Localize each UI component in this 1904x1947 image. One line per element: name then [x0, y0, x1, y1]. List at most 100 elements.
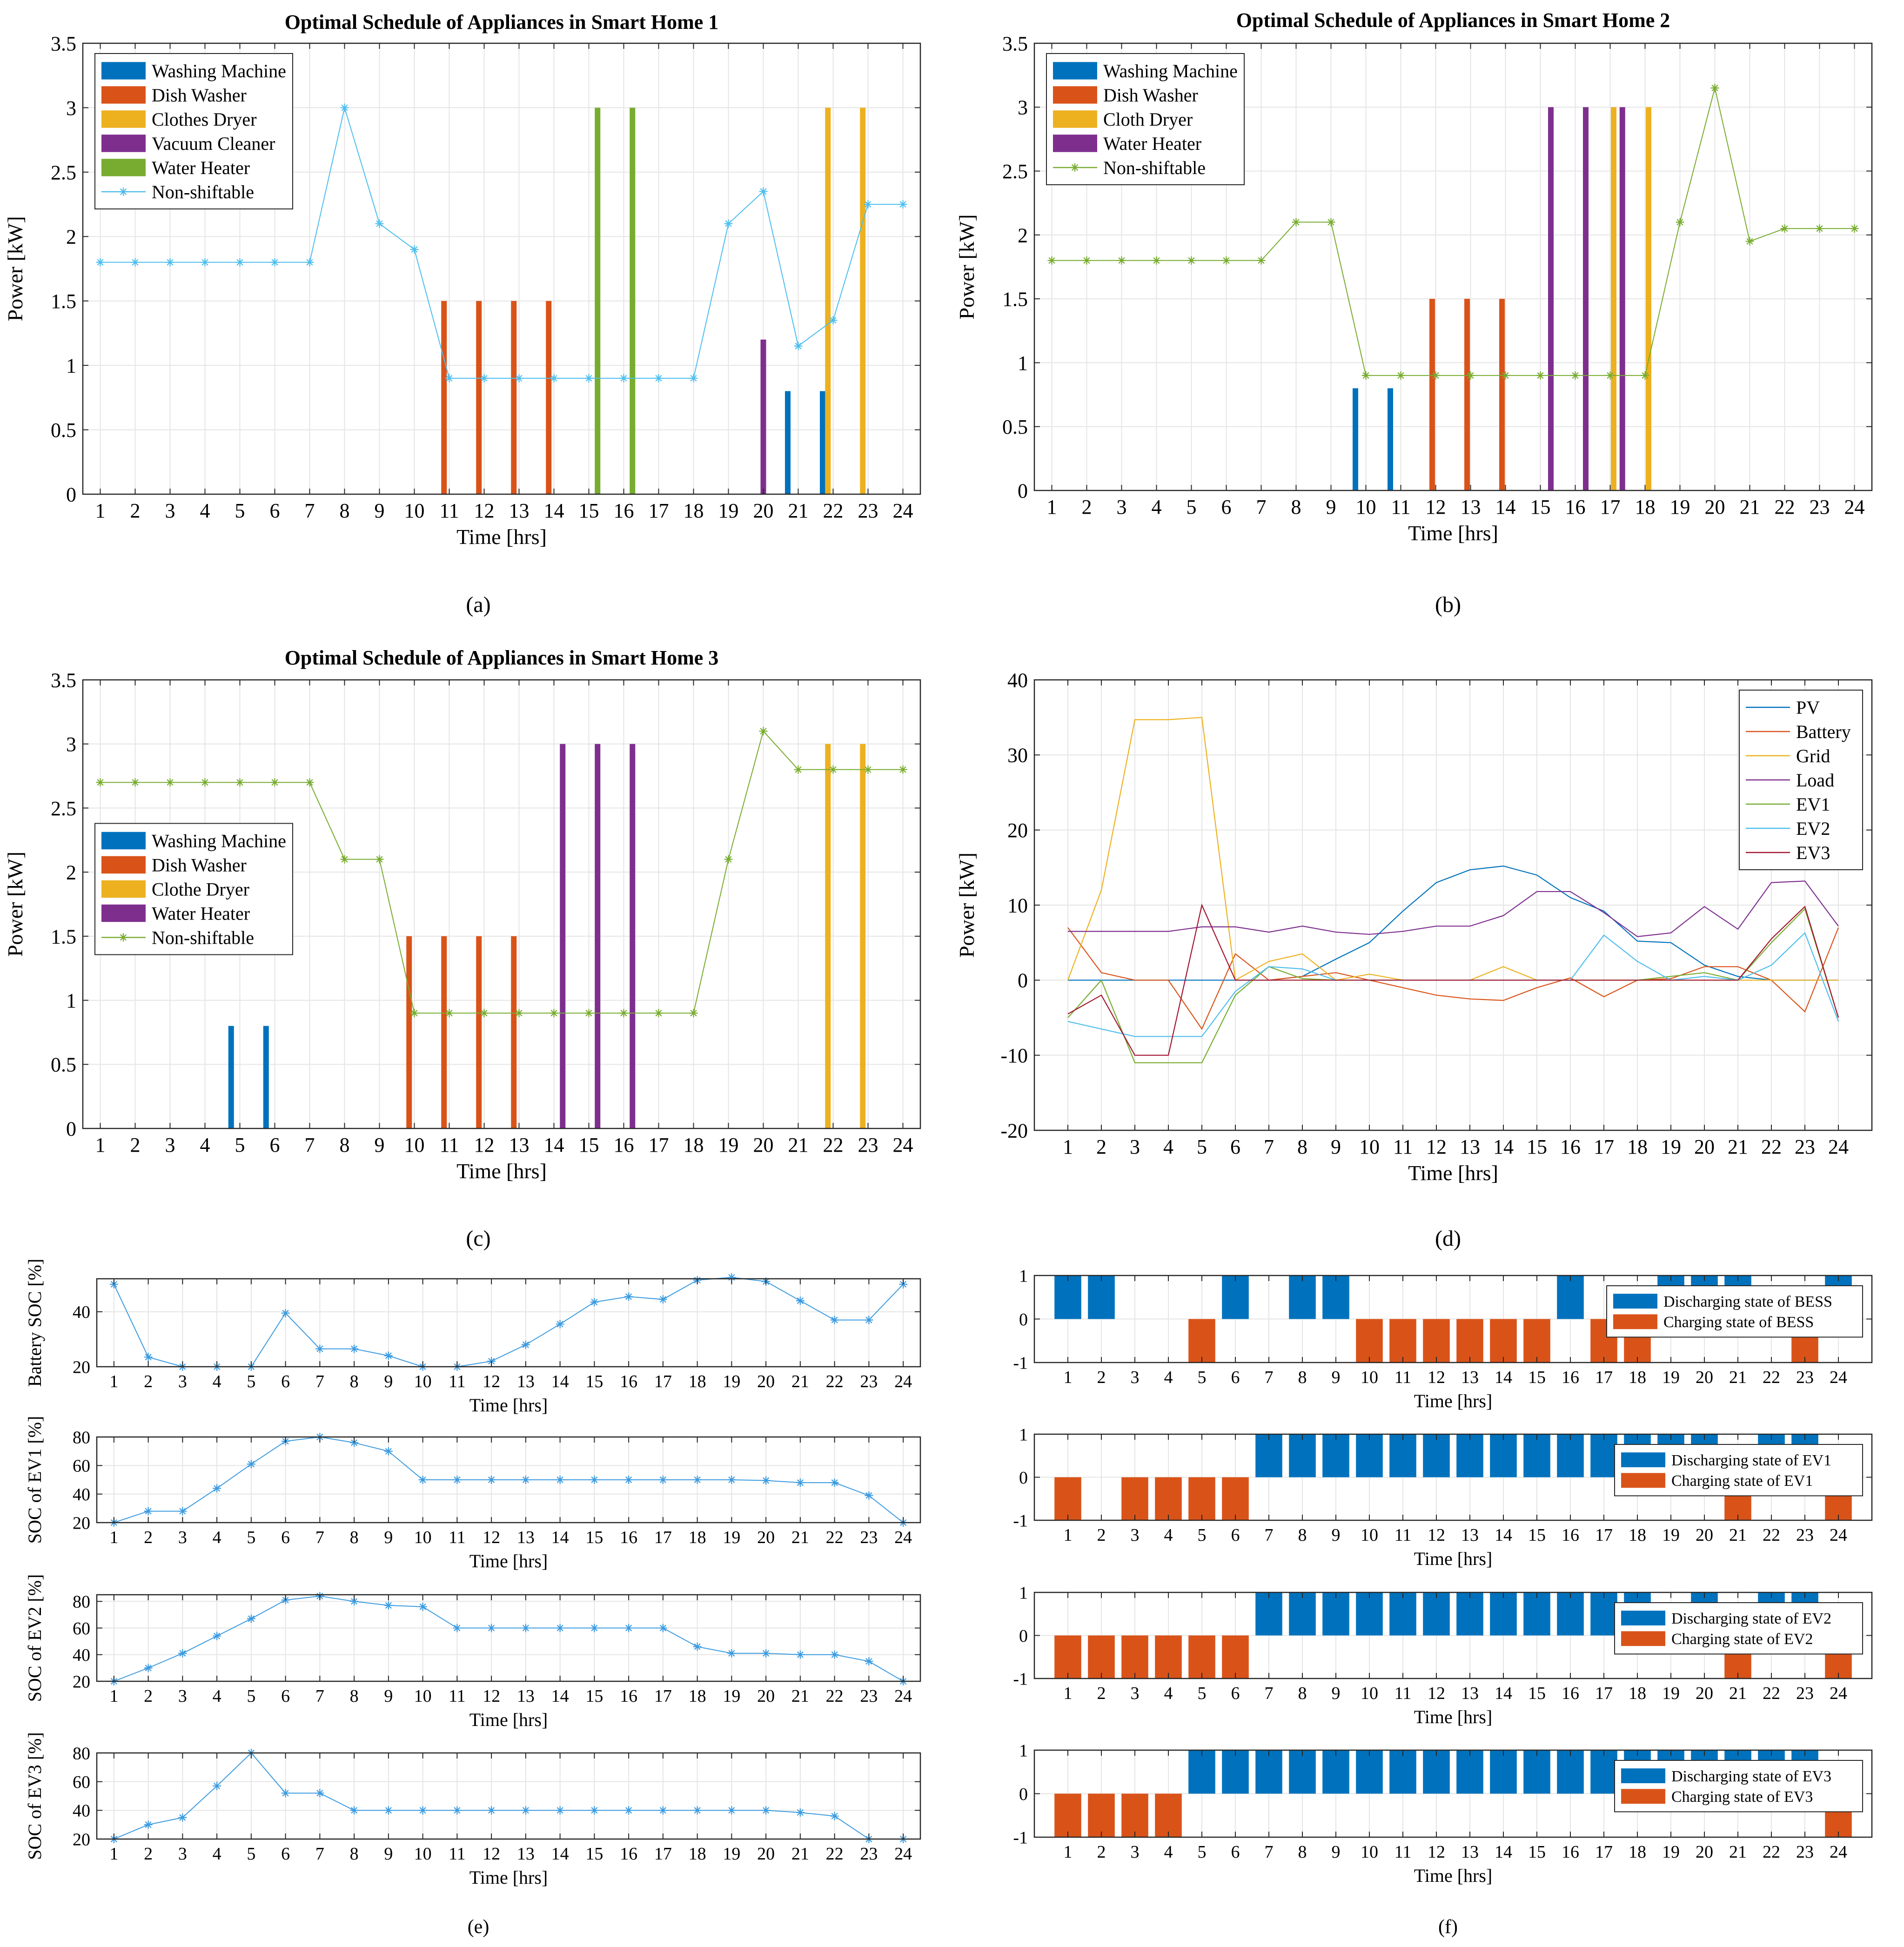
x-tick-label: 7	[305, 499, 315, 522]
x-tick-label: 3	[178, 1686, 187, 1706]
legend-swatch	[101, 856, 146, 874]
x-tick-label: 12	[483, 1528, 500, 1547]
legend-item: Discharging state of BESS	[1613, 1293, 1832, 1310]
x-tick-label: 2	[144, 1844, 153, 1864]
series-line	[100, 106, 903, 379]
data-point-marker	[454, 1807, 461, 1814]
series-line	[1068, 880, 1839, 937]
x-tick-label: 20	[753, 1134, 774, 1156]
data-point-marker	[830, 317, 837, 324]
x-tick-label: 1	[95, 1134, 106, 1156]
legend-item: Washing Machine	[101, 830, 286, 851]
data-point-marker	[481, 375, 488, 382]
data-point-marker	[620, 375, 627, 382]
x-tick-label: 6	[281, 1686, 290, 1706]
data-point-marker	[556, 1321, 563, 1328]
data-point-marker	[694, 1807, 701, 1814]
data-point-marker	[481, 1010, 488, 1017]
series-line	[1052, 87, 1855, 376]
x-tick-label: 3	[1131, 1842, 1140, 1862]
data-point-marker	[760, 188, 767, 195]
bar-dish-washer	[476, 301, 482, 494]
bar-dish-washer	[1499, 299, 1505, 490]
y-tick-label: 80	[73, 1744, 90, 1763]
bar-discharging	[1222, 1276, 1249, 1319]
x-tick-label: 4	[1164, 1525, 1173, 1545]
x-tick-label: 17	[1595, 1842, 1613, 1862]
legend-box	[94, 53, 293, 209]
data-point-marker	[659, 1296, 666, 1303]
x-tick-label: 2	[130, 499, 141, 522]
legend-item: EV2	[1746, 818, 1830, 839]
data-point-marker	[1397, 372, 1404, 379]
chart-e1: 1 2 3 4 5 6 7 8 9 10 11 12 13 14 15 16 17 18 19 20 21 22 23 242…	[24, 1259, 921, 1416]
legend-label: Discharging state of EV1	[1671, 1452, 1831, 1469]
legend: Washing Machine Dish Washer Clothe Dryer Wa…	[94, 823, 293, 955]
x-tick-label: 8	[1298, 1684, 1307, 1703]
data-point-marker	[419, 1476, 426, 1484]
bar-water-heater	[630, 744, 636, 1128]
data-point-marker	[1642, 372, 1649, 379]
bar-charging	[1188, 1319, 1215, 1363]
y-tick-label: 1.5	[51, 925, 76, 948]
x-tick-label: 22	[826, 1844, 844, 1864]
data-point-marker	[1071, 164, 1079, 171]
bar-cloth-dryer	[1611, 107, 1616, 491]
x-tick-label: 18	[1635, 496, 1656, 518]
bar-discharging	[1557, 1592, 1584, 1636]
x-tick-label: 21	[791, 1372, 809, 1391]
data-point-marker	[488, 1807, 495, 1814]
bar-charging	[1155, 1635, 1182, 1678]
bar-discharging	[1054, 1276, 1081, 1319]
series-line	[1067, 717, 1838, 981]
x-tick-label: 5	[1198, 1684, 1207, 1703]
x-tick-label: 20	[1696, 1842, 1713, 1862]
y-tick-label: 3.5	[1002, 32, 1028, 55]
y-tick-label: 1.5	[1002, 288, 1028, 311]
x-tick-label: 21	[1728, 1135, 1748, 1158]
data-point-marker	[145, 1665, 152, 1672]
legend-swatch	[101, 62, 146, 80]
x-tick-label: 15	[585, 1844, 603, 1864]
data-point-marker	[1362, 372, 1369, 379]
chart-a: 1 2 3 4 5 6 7 8 9 10 11 12 13 14 15 16 17 18 19 20 21 22 23 240…	[3, 11, 921, 617]
axes-box	[82, 679, 921, 1129]
legend: Washing Machine Dish Washer Clothes Dryer V…	[94, 53, 293, 209]
x-tick-label: 15	[1528, 1842, 1546, 1862]
data-point-marker	[655, 1010, 662, 1017]
data-point-marker	[446, 1010, 453, 1017]
axes-box	[82, 42, 921, 495]
data-point-marker	[659, 1807, 666, 1814]
x-tick-label: 6	[270, 499, 280, 522]
x-tick-label: 7	[1256, 496, 1267, 518]
data-point-marker	[97, 259, 104, 266]
x-tick-label: 5	[247, 1528, 255, 1547]
x-tick-label: 6	[1231, 1368, 1240, 1387]
data-point-marker	[865, 766, 872, 773]
data-point-marker	[376, 220, 383, 227]
data-point-marker	[1153, 257, 1160, 264]
x-tick-label: 2	[144, 1528, 153, 1547]
data-point-marker	[690, 1010, 697, 1017]
x-tick-label: 17	[649, 499, 669, 522]
data-point-marker	[145, 1508, 152, 1515]
x-tick-label: 5	[1197, 1135, 1207, 1158]
bar-charging	[1188, 1477, 1215, 1520]
data-point-marker	[271, 259, 278, 266]
data-point-marker	[522, 1807, 529, 1814]
legend: Discharging state of EV2 Charging state o…	[1614, 1602, 1863, 1655]
panel-caption: (a)	[466, 592, 490, 617]
data-point-marker	[179, 1508, 186, 1515]
x-tick-label: 2	[144, 1372, 153, 1391]
x-tick-label: 16	[620, 1686, 637, 1706]
bar-discharging	[1088, 1276, 1115, 1319]
data-point-marker	[865, 1492, 872, 1499]
bar-discharging	[1255, 1750, 1282, 1794]
x-tick-label: 22	[1763, 1368, 1780, 1387]
x-tick-label: 17	[1595, 1368, 1613, 1387]
bar-discharging	[1356, 1592, 1383, 1636]
data-point-marker	[522, 1341, 529, 1348]
data-point-marker	[1048, 257, 1055, 264]
x-tick-label: 11	[449, 1844, 466, 1864]
x-tick-label: 13	[517, 1686, 535, 1706]
